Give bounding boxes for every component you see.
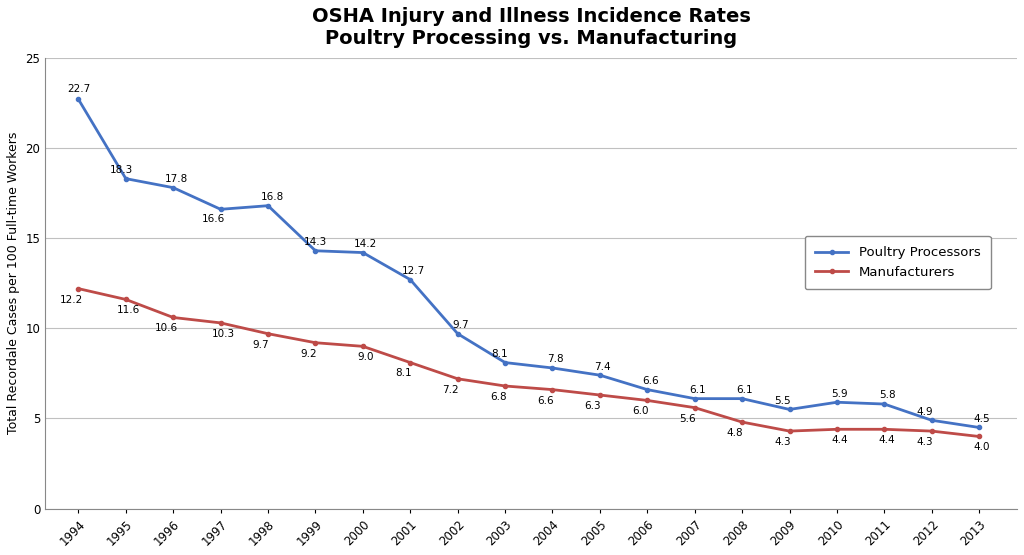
Text: 6.8: 6.8 — [489, 392, 507, 402]
Line: Manufacturers: Manufacturers — [77, 286, 981, 438]
Text: 9.7: 9.7 — [453, 320, 469, 330]
Manufacturers — [547, 386, 559, 393]
Poultry Processors — [594, 372, 606, 379]
Text: 8.1: 8.1 — [395, 369, 412, 379]
Manufacturers — [73, 285, 85, 292]
Text: 6.1: 6.1 — [736, 385, 754, 395]
Text: 4.4: 4.4 — [831, 435, 848, 445]
Text: 8.1: 8.1 — [492, 349, 508, 359]
Manufacturers — [309, 340, 322, 346]
Y-axis label: Total Recordale Cases per 100 Full-time Workers: Total Recordale Cases per 100 Full-time … — [7, 132, 19, 435]
Manufacturers — [641, 397, 653, 404]
Poultry Processors — [356, 249, 369, 256]
Manufacturers — [499, 383, 511, 390]
Text: 17.8: 17.8 — [165, 174, 187, 184]
Poultry Processors — [736, 395, 749, 402]
Manufacturers — [879, 426, 891, 432]
Text: 16.8: 16.8 — [260, 192, 284, 202]
Text: 9.2: 9.2 — [300, 349, 316, 359]
Text: 5.8: 5.8 — [879, 391, 895, 401]
Text: 11.6: 11.6 — [117, 305, 140, 315]
Text: 14.2: 14.2 — [354, 239, 377, 249]
Poultry Processors — [120, 175, 132, 182]
Text: 4.9: 4.9 — [916, 407, 933, 417]
Text: 4.4: 4.4 — [879, 435, 895, 445]
Text: 10.3: 10.3 — [212, 329, 234, 339]
Text: 7.4: 7.4 — [594, 362, 611, 372]
Poultry Processors — [879, 401, 891, 407]
Manufacturers — [926, 428, 938, 435]
Text: 9.7: 9.7 — [253, 340, 269, 350]
Manufacturers — [167, 314, 179, 321]
Manufacturers — [214, 320, 226, 326]
Manufacturers — [830, 426, 843, 432]
Text: 5.6: 5.6 — [680, 413, 696, 423]
Text: 7.8: 7.8 — [547, 355, 563, 365]
Poultry Processors — [214, 206, 226, 213]
Poultry Processors — [309, 248, 322, 254]
Manufacturers — [452, 376, 464, 382]
Manufacturers — [120, 296, 132, 303]
Legend: Poultry Processors, Manufacturers: Poultry Processors, Manufacturers — [805, 236, 991, 290]
Text: 12.2: 12.2 — [59, 295, 83, 305]
Poultry Processors — [973, 424, 985, 431]
Text: 9.0: 9.0 — [357, 352, 374, 362]
Manufacturers — [262, 330, 274, 337]
Text: 7.2: 7.2 — [442, 385, 459, 395]
Text: 16.6: 16.6 — [202, 214, 225, 224]
Poultry Processors — [830, 399, 843, 406]
Text: 5.5: 5.5 — [774, 396, 791, 406]
Text: 4.5: 4.5 — [974, 414, 990, 424]
Text: 18.3: 18.3 — [110, 165, 133, 175]
Poultry Processors — [641, 386, 653, 393]
Manufacturers — [783, 428, 796, 435]
Manufacturers — [688, 404, 700, 411]
Manufacturers — [356, 343, 369, 350]
Poultry Processors — [547, 365, 559, 371]
Text: 5.9: 5.9 — [831, 388, 848, 398]
Text: 4.3: 4.3 — [916, 437, 933, 447]
Poultry Processors — [262, 203, 274, 209]
Poultry Processors — [688, 395, 700, 402]
Manufacturers — [973, 433, 985, 440]
Text: 4.0: 4.0 — [974, 442, 990, 452]
Manufacturers — [736, 418, 749, 425]
Text: 6.0: 6.0 — [632, 406, 648, 416]
Title: OSHA Injury and Illness Incidence Rates
Poultry Processing vs. Manufacturing: OSHA Injury and Illness Incidence Rates … — [311, 7, 751, 48]
Text: 6.3: 6.3 — [585, 401, 601, 411]
Manufacturers — [594, 392, 606, 398]
Poultry Processors — [404, 276, 417, 283]
Poultry Processors — [926, 417, 938, 423]
Text: 6.6: 6.6 — [642, 376, 658, 386]
Poultry Processors — [499, 359, 511, 366]
Poultry Processors — [73, 96, 85, 103]
Poultry Processors — [167, 184, 179, 191]
Text: 14.3: 14.3 — [304, 237, 327, 247]
Text: 4.3: 4.3 — [774, 437, 791, 447]
Text: 4.8: 4.8 — [727, 428, 743, 438]
Line: Poultry Processors: Poultry Processors — [77, 97, 981, 430]
Text: 6.6: 6.6 — [538, 396, 554, 406]
Text: 22.7: 22.7 — [67, 84, 90, 94]
Poultry Processors — [452, 330, 464, 337]
Poultry Processors — [783, 406, 796, 413]
Manufacturers — [404, 359, 417, 366]
Text: 12.7: 12.7 — [401, 266, 425, 276]
Text: 6.1: 6.1 — [689, 385, 706, 395]
Text: 10.6: 10.6 — [155, 324, 178, 334]
